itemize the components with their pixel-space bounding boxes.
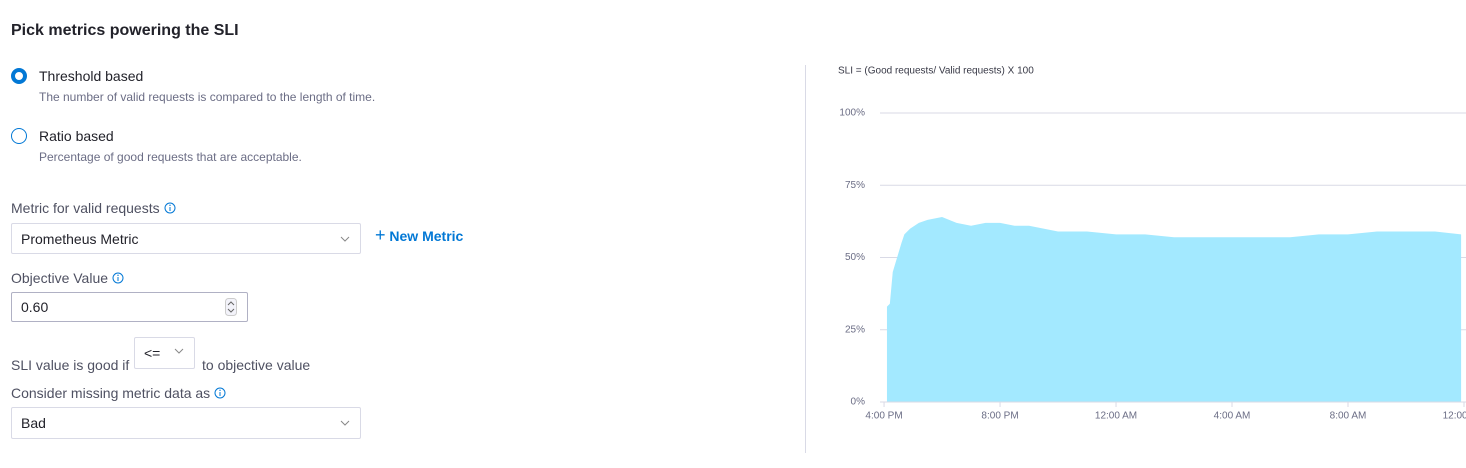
label-text: Metric for valid requests [11, 200, 160, 216]
chevron [340, 236, 350, 242]
option-description: Percentage of good requests that are acc… [39, 150, 302, 164]
select-value: Bad [21, 415, 46, 431]
chevron [340, 420, 350, 426]
chart: SLI = (Good requests/ Valid requests) X … [838, 66, 1466, 422]
info-icon[interactable] [214, 387, 226, 399]
number-input[interactable]: 0.60 [11, 292, 248, 322]
input-value: 0.60 [21, 299, 49, 315]
y-tick-label: 100% [839, 108, 865, 119]
option-description: The number of valid requests is compared… [39, 90, 376, 104]
y-tick-label: 75% [845, 180, 865, 191]
field-label: Consider missing metric data as [11, 385, 226, 401]
area [886, 217, 1462, 402]
radio[interactable] [11, 68, 27, 84]
operator-select[interactable]: <= [134, 337, 195, 369]
field-label: Objective Value [11, 270, 124, 286]
x-tick-label: 12:00 AM [1095, 411, 1137, 422]
x-tick-label: 4:00 AM [1214, 411, 1251, 422]
section-title: Pick metrics powering the SLI [11, 22, 239, 39]
field-label: Metric for valid requests [11, 200, 176, 216]
button-text[interactable]: New Metric [389, 228, 464, 244]
x-tick-label: 8:00 PM [981, 411, 1018, 422]
y-tick-label: 0% [851, 397, 866, 408]
chart-title: SLI = (Good requests/ Valid requests) X … [838, 66, 1034, 77]
select-value: Prometheus Metric [21, 230, 139, 247]
info-icon[interactable] [112, 272, 124, 284]
y-tick-label: 25% [845, 324, 865, 335]
spinner[interactable] [225, 298, 237, 316]
x-tick-label: 4:00 PM [865, 411, 902, 422]
radio[interactable] [11, 128, 27, 144]
select[interactable]: Prometheus Metric [11, 223, 361, 254]
info-icon[interactable] [164, 202, 176, 214]
label-text: Objective Value [11, 270, 109, 286]
x-tick-label: 12:00 PM [1443, 411, 1466, 422]
y-tick-label: 50% [845, 252, 865, 263]
label-text: Consider missing metric data as [11, 385, 211, 401]
option-label[interactable]: Ratio based [39, 128, 114, 144]
select[interactable]: Bad [11, 407, 361, 439]
chevron [174, 348, 184, 354]
x-tick-label: 8:00 AM [1330, 411, 1367, 422]
divider [805, 65, 806, 453]
select-value: <= [144, 345, 161, 361]
new-metric-button[interactable]: + New Metric [375, 225, 464, 245]
condition-prefix: SLI value is good if [11, 357, 130, 373]
option-label[interactable]: Threshold based [39, 68, 144, 84]
condition-suffix: to objective value [202, 357, 311, 373]
